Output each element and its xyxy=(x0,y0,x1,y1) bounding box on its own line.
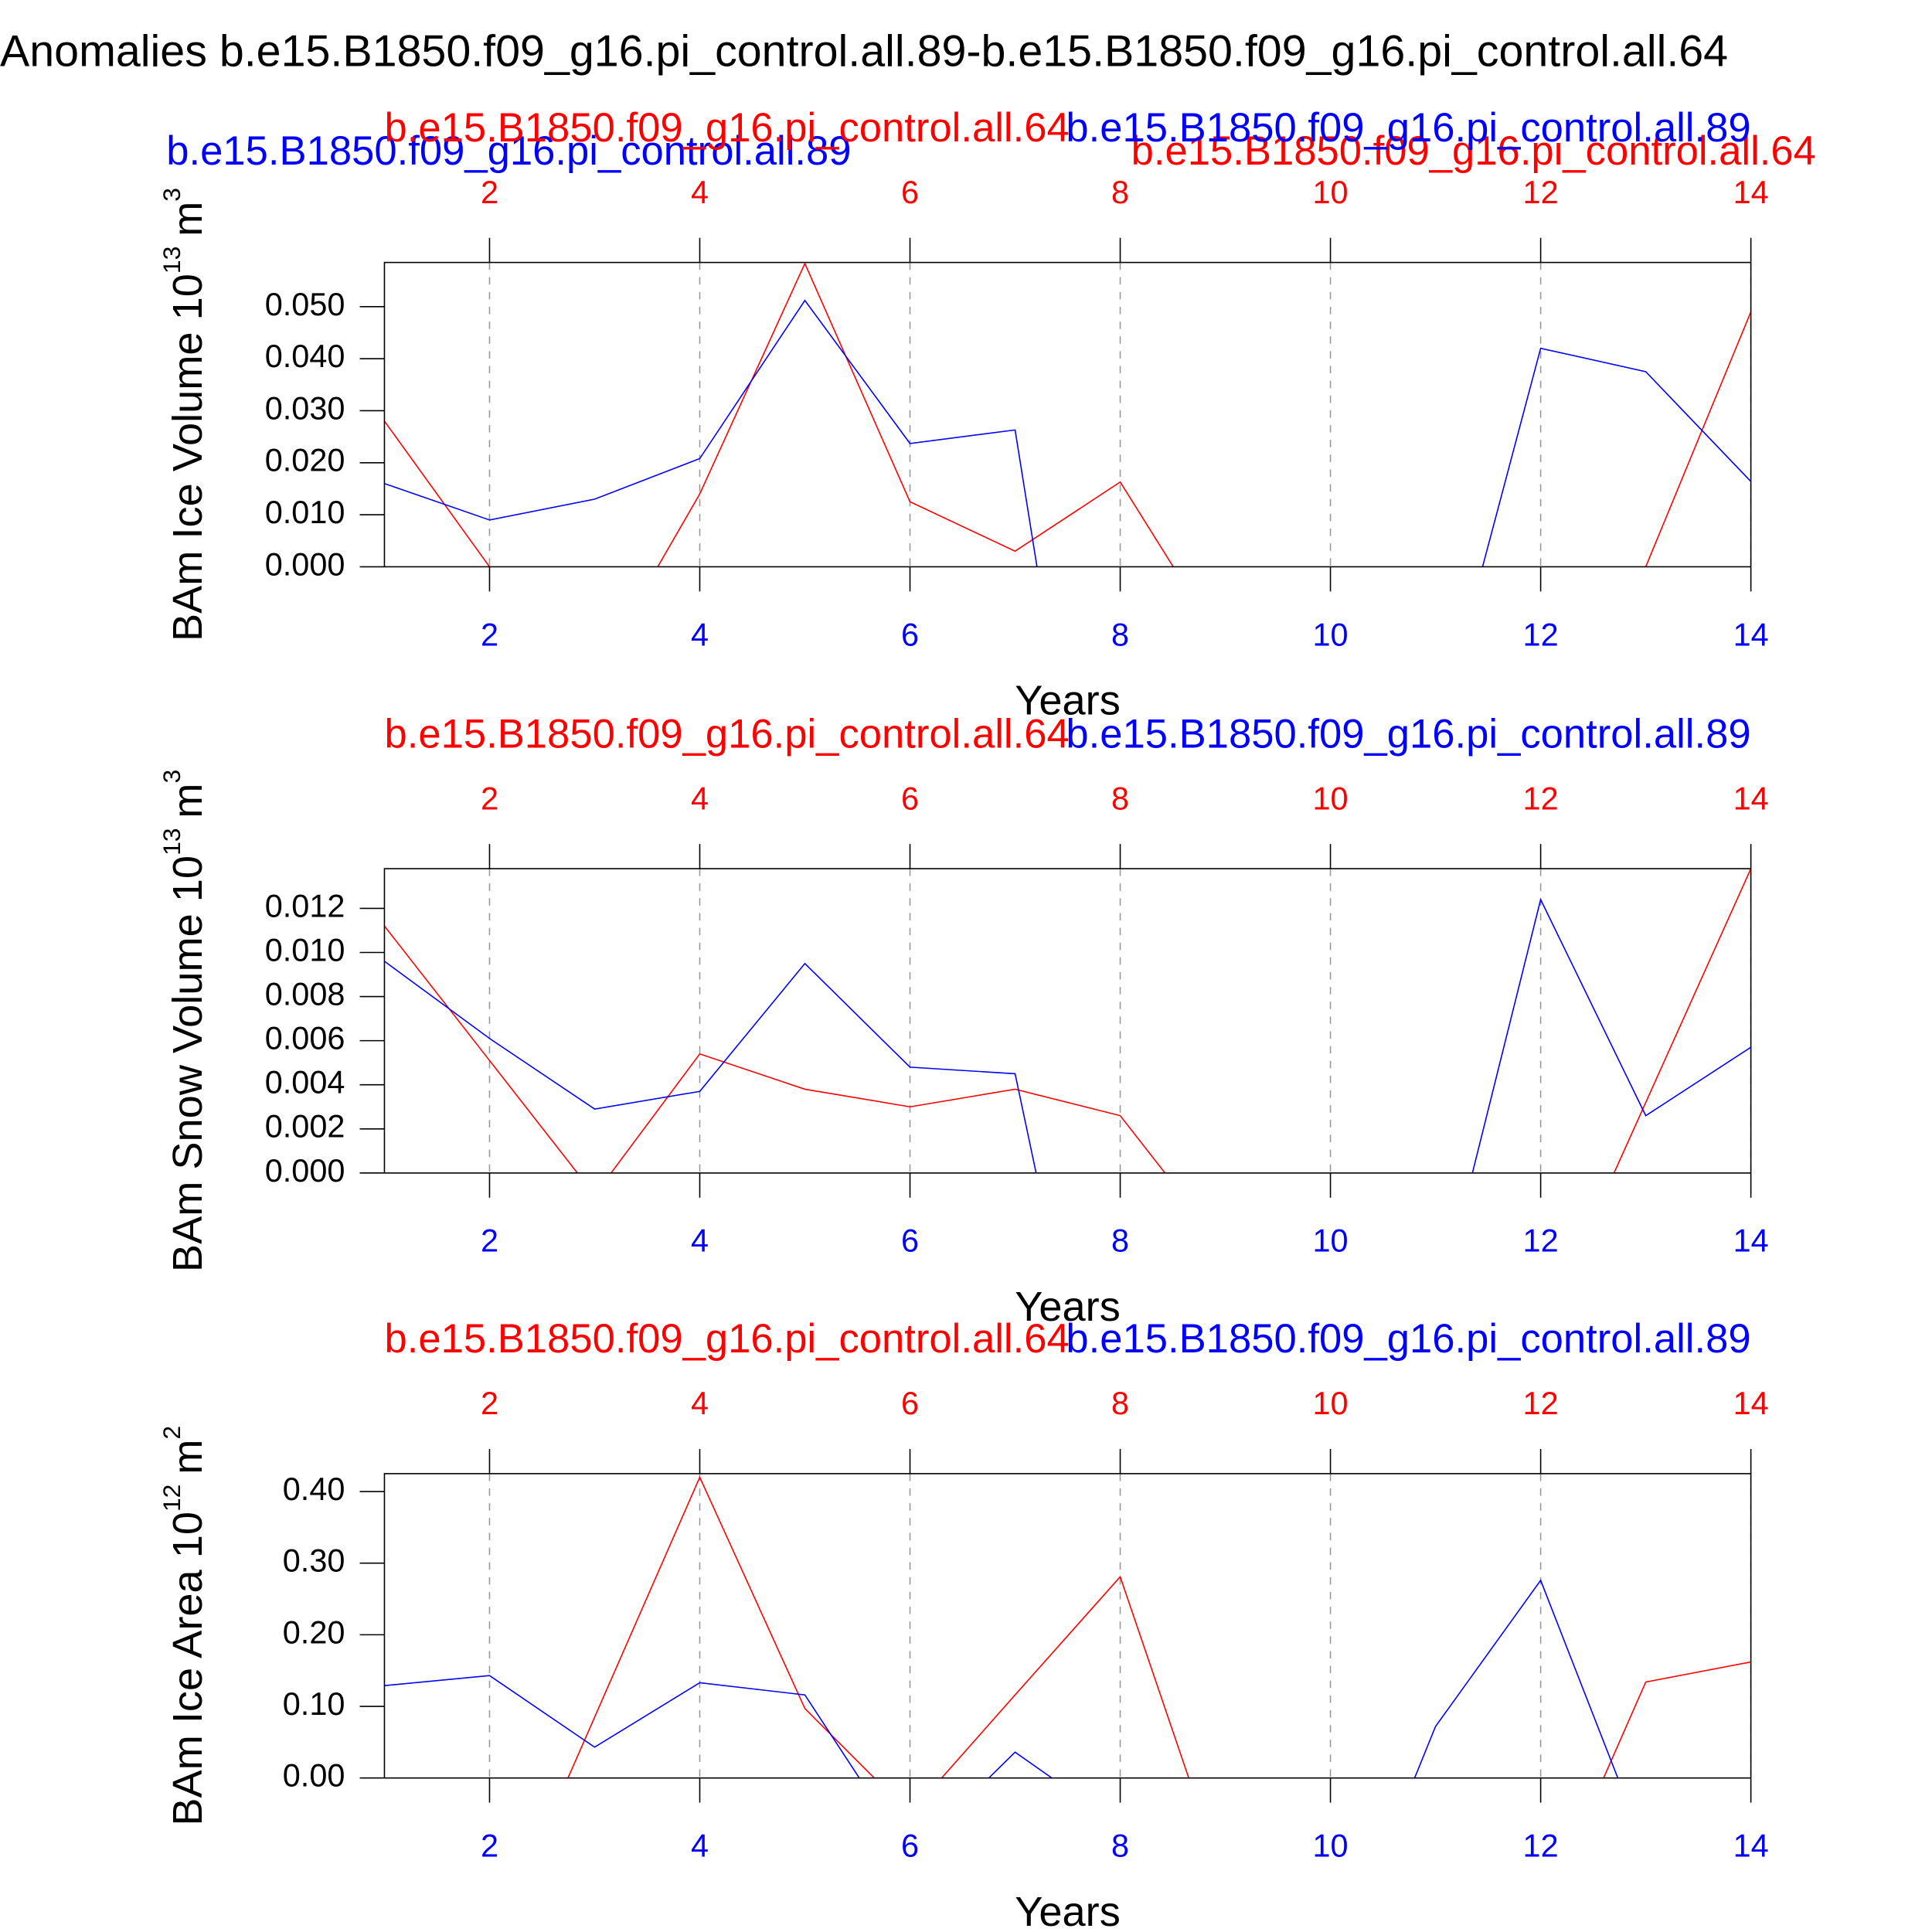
y-axis-label-unit: m xyxy=(165,1440,211,1475)
x-tick-label: 8 xyxy=(1111,1828,1129,1864)
y-axis-label-unit-exponent: 3 xyxy=(158,188,185,202)
y-axis-label-text: BAm Ice Area 10 xyxy=(165,1512,211,1826)
x-tick-label: 12 xyxy=(1523,174,1559,210)
x-tick-label: 2 xyxy=(481,1385,498,1421)
y-axis-label-text: BAm Snow Volume 10 xyxy=(165,855,211,1272)
y-tick-label: 0.10 xyxy=(283,1685,345,1722)
figure-title: Anomalies b.e15.B1850.f09_g16.pi_control… xyxy=(0,26,1728,76)
y-axis-label: BAm Ice Area 1012 m2 xyxy=(158,1426,211,1826)
series-line xyxy=(384,869,1751,1173)
legend-entry: b.e15.B1850.f09_g16.pi_control.all.89 xyxy=(1066,711,1750,757)
series-line xyxy=(384,1579,1619,1778)
legend-entry: b.e15.B1850.f09_g16.pi_control.all.64 xyxy=(384,711,1069,757)
x-tick-label: 10 xyxy=(1313,174,1349,210)
y-axis-label-unit-exponent: 2 xyxy=(158,1426,185,1440)
y-tick-label: 0.40 xyxy=(283,1471,345,1507)
y-tick-label: 0.010 xyxy=(265,494,345,530)
x-tick-label: 4 xyxy=(691,174,709,210)
x-tick-label: 2 xyxy=(481,1828,498,1864)
y-axis-label-unit: m xyxy=(165,784,211,818)
x-tick-label: 10 xyxy=(1313,1223,1349,1259)
y-tick-label: 0.002 xyxy=(265,1108,345,1145)
legend-entry: b.e15.B1850.f09_g16.pi_control.all.89 xyxy=(1066,105,1750,151)
x-tick-label: 12 xyxy=(1523,780,1559,816)
x-tick-label: 8 xyxy=(1111,780,1129,816)
x-tick-label: 14 xyxy=(1733,1385,1769,1421)
x-tick-label: 10 xyxy=(1313,780,1349,816)
x-tick-label: 10 xyxy=(1313,616,1349,652)
y-tick-label: 0.006 xyxy=(265,1020,345,1056)
x-tick-label: 10 xyxy=(1313,1828,1349,1864)
plot-frame xyxy=(383,868,1752,1174)
series-line xyxy=(567,1475,1751,1778)
x-tick-label: 4 xyxy=(691,1385,709,1421)
plot-frame xyxy=(383,1473,1752,1779)
y-tick-label: 0.004 xyxy=(265,1064,345,1100)
x-tick-label: 6 xyxy=(901,780,919,816)
y-axis-label-unit-exponent: 3 xyxy=(158,770,185,784)
x-tick-label: 6 xyxy=(901,1385,919,1421)
y-axis-label-exponent: 12 xyxy=(158,1485,185,1512)
x-tick-label: 14 xyxy=(1733,780,1769,816)
y-tick-label: 0.000 xyxy=(265,1152,345,1189)
x-axis-label: Years xyxy=(1015,1284,1121,1330)
y-tick-label: 0.008 xyxy=(265,976,345,1012)
y-axis-label: BAm Snow Volume 1013 m3 xyxy=(158,770,211,1272)
x-tick-label: 14 xyxy=(1733,616,1769,652)
x-tick-label: 14 xyxy=(1733,1223,1769,1259)
x-tick-label: 8 xyxy=(1111,616,1129,652)
x-tick-label: 2 xyxy=(481,1223,498,1259)
y-tick-label: 0.30 xyxy=(283,1543,345,1579)
x-tick-label: 2 xyxy=(481,174,498,210)
x-tick-label: 12 xyxy=(1523,1223,1559,1259)
x-tick-label: 2 xyxy=(481,616,498,652)
y-tick-label: 0.040 xyxy=(265,338,345,374)
legend-entry: b.e15.B1850.f09_g16.pi_control.all.64 xyxy=(384,105,1069,151)
y-tick-label: 0.20 xyxy=(283,1614,345,1650)
series-line xyxy=(384,262,1751,567)
x-tick-label: 4 xyxy=(691,1828,709,1864)
x-axis-label: Years xyxy=(1015,678,1121,724)
x-tick-label: 12 xyxy=(1523,1385,1559,1421)
y-axis-label-exponent: 13 xyxy=(158,828,185,855)
y-axis-label: BAm Ice Volume 1013 m3 xyxy=(158,188,211,641)
legend-entry: b.e15.B1850.f09_g16.pi_control.all.64 xyxy=(384,1316,1069,1362)
y-tick-label: 0.020 xyxy=(265,442,345,478)
x-tick-label: 4 xyxy=(691,780,709,816)
legend-entry: b.e15.B1850.f09_g16.pi_control.all.89 xyxy=(1066,1316,1750,1362)
x-tick-label: 12 xyxy=(1523,1828,1559,1864)
y-tick-label: 0.030 xyxy=(265,389,345,426)
y-axis-label-text: BAm Ice Volume 10 xyxy=(165,274,211,641)
x-tick-label: 6 xyxy=(901,1223,919,1259)
series-line xyxy=(384,897,1751,1173)
x-tick-label: 4 xyxy=(691,1223,709,1259)
plot-frame xyxy=(383,261,1752,568)
series-line xyxy=(384,299,1751,567)
x-tick-label: 6 xyxy=(901,174,919,210)
x-tick-label: 6 xyxy=(901,616,919,652)
y-tick-label: 0.010 xyxy=(265,931,345,968)
x-axis-label: Years xyxy=(1015,1889,1121,1932)
x-tick-label: 2 xyxy=(481,780,498,816)
subtitle: b.e15.B1850.f09_g16.pi_control.all.64 xyxy=(1131,128,1816,174)
x-tick-label: 6 xyxy=(901,1828,919,1864)
y-tick-label: 0.00 xyxy=(283,1757,345,1794)
y-axis-label-unit: m xyxy=(165,202,211,236)
y-tick-label: 0.012 xyxy=(265,887,345,923)
x-tick-label: 14 xyxy=(1733,1828,1769,1864)
x-tick-label: 10 xyxy=(1313,1385,1349,1421)
x-tick-label: 4 xyxy=(691,616,709,652)
y-axis-label-exponent: 13 xyxy=(158,247,185,274)
x-tick-label: 8 xyxy=(1111,1223,1129,1259)
y-tick-label: 0.000 xyxy=(265,546,345,582)
x-tick-label: 14 xyxy=(1733,174,1769,210)
x-tick-label: 12 xyxy=(1523,616,1559,652)
y-tick-label: 0.050 xyxy=(265,286,345,322)
x-tick-label: 8 xyxy=(1111,1385,1129,1421)
x-tick-label: 8 xyxy=(1111,174,1129,210)
subtitle: b.e15.B1850.f09_g16.pi_control.all.89 xyxy=(166,128,851,174)
